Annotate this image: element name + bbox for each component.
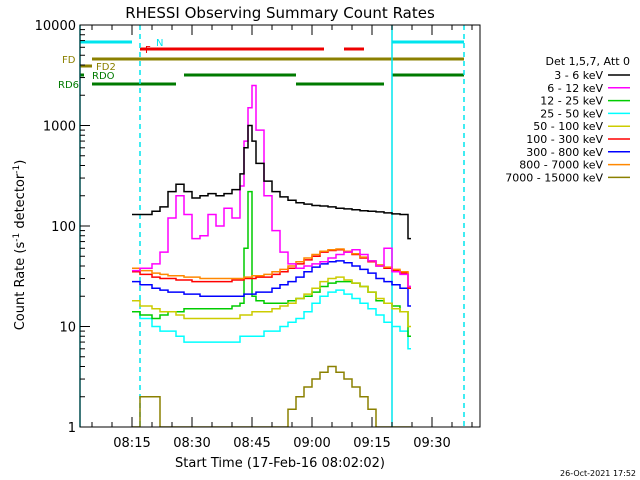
series-line bbox=[132, 276, 411, 328]
y-tick-label: 10 bbox=[59, 321, 76, 336]
flag-label: FD2 bbox=[96, 62, 116, 73]
y-tick-label: 1000 bbox=[43, 120, 76, 135]
series-line bbox=[132, 249, 411, 290]
series-layer bbox=[132, 84, 411, 427]
x-axis: 08:15 08:30 08:45 09:00 09:15 09:30 bbox=[91, 25, 473, 451]
x-tick-label: 09:15 bbox=[353, 436, 390, 451]
y-axis-label: Count Rate (s-1 detector-1) bbox=[12, 160, 28, 331]
flag-label: N bbox=[156, 38, 163, 49]
x-tick-label: 09:00 bbox=[293, 436, 330, 451]
y-tick-label: 1 bbox=[68, 421, 76, 436]
legend-entry-label: 50 - 100 keV bbox=[533, 120, 603, 133]
legend-entry-label: 800 - 7000 keV bbox=[519, 159, 603, 172]
legend-entry-label: 7000 - 15000 keV bbox=[505, 171, 603, 184]
series-line bbox=[132, 260, 411, 307]
legend-entry-label: 3 - 6 keV bbox=[554, 69, 603, 82]
flags-layer: NFFDFD2RDORD6 bbox=[58, 38, 464, 91]
flag-label: FD bbox=[62, 55, 76, 66]
series-line bbox=[132, 289, 411, 350]
x-tick-label: 08:15 bbox=[113, 436, 150, 451]
y-tick-label: 100 bbox=[51, 220, 76, 235]
series-line bbox=[132, 365, 411, 427]
y-axis: 1 10 100 1000 10000 bbox=[35, 19, 90, 436]
legend-entry-label: 25 - 50 keV bbox=[540, 107, 603, 120]
y-tick-label: 10000 bbox=[35, 19, 76, 34]
series-line bbox=[132, 124, 411, 240]
x-tick-label: 09:30 bbox=[413, 436, 450, 451]
series-line bbox=[132, 84, 411, 288]
y-axis-label-sup2: -1 bbox=[12, 165, 22, 174]
timestamp: 26-Oct-2021 17:52 bbox=[560, 469, 636, 478]
flag-label: RD6 bbox=[58, 80, 79, 91]
x-axis-label: Start Time (17-Feb-16 08:02:02) bbox=[175, 456, 385, 471]
x-tick-label: 08:45 bbox=[233, 436, 270, 451]
y-axis-label-main: Count Rate (s bbox=[13, 242, 28, 331]
y-axis-label-tail: detector bbox=[13, 173, 28, 233]
legend-entry-label: 100 - 300 keV bbox=[526, 133, 603, 146]
flag-label: RDO bbox=[92, 71, 115, 82]
legend-entry-label: 6 - 12 keV bbox=[547, 82, 603, 95]
series-line bbox=[132, 248, 411, 288]
y-axis-label-end: ) bbox=[13, 160, 28, 165]
y-axis-label-sup: -1 bbox=[12, 233, 22, 242]
legend-title: Det 1,5,7, Att 0 bbox=[546, 55, 630, 68]
chart-title: RHESSI Observing Summary Count Rates bbox=[125, 4, 435, 22]
legend-entry-label: 12 - 25 keV bbox=[540, 95, 603, 108]
legend-entry-label: 300 - 800 keV bbox=[526, 146, 603, 159]
x-tick-label: 08:30 bbox=[173, 436, 210, 451]
